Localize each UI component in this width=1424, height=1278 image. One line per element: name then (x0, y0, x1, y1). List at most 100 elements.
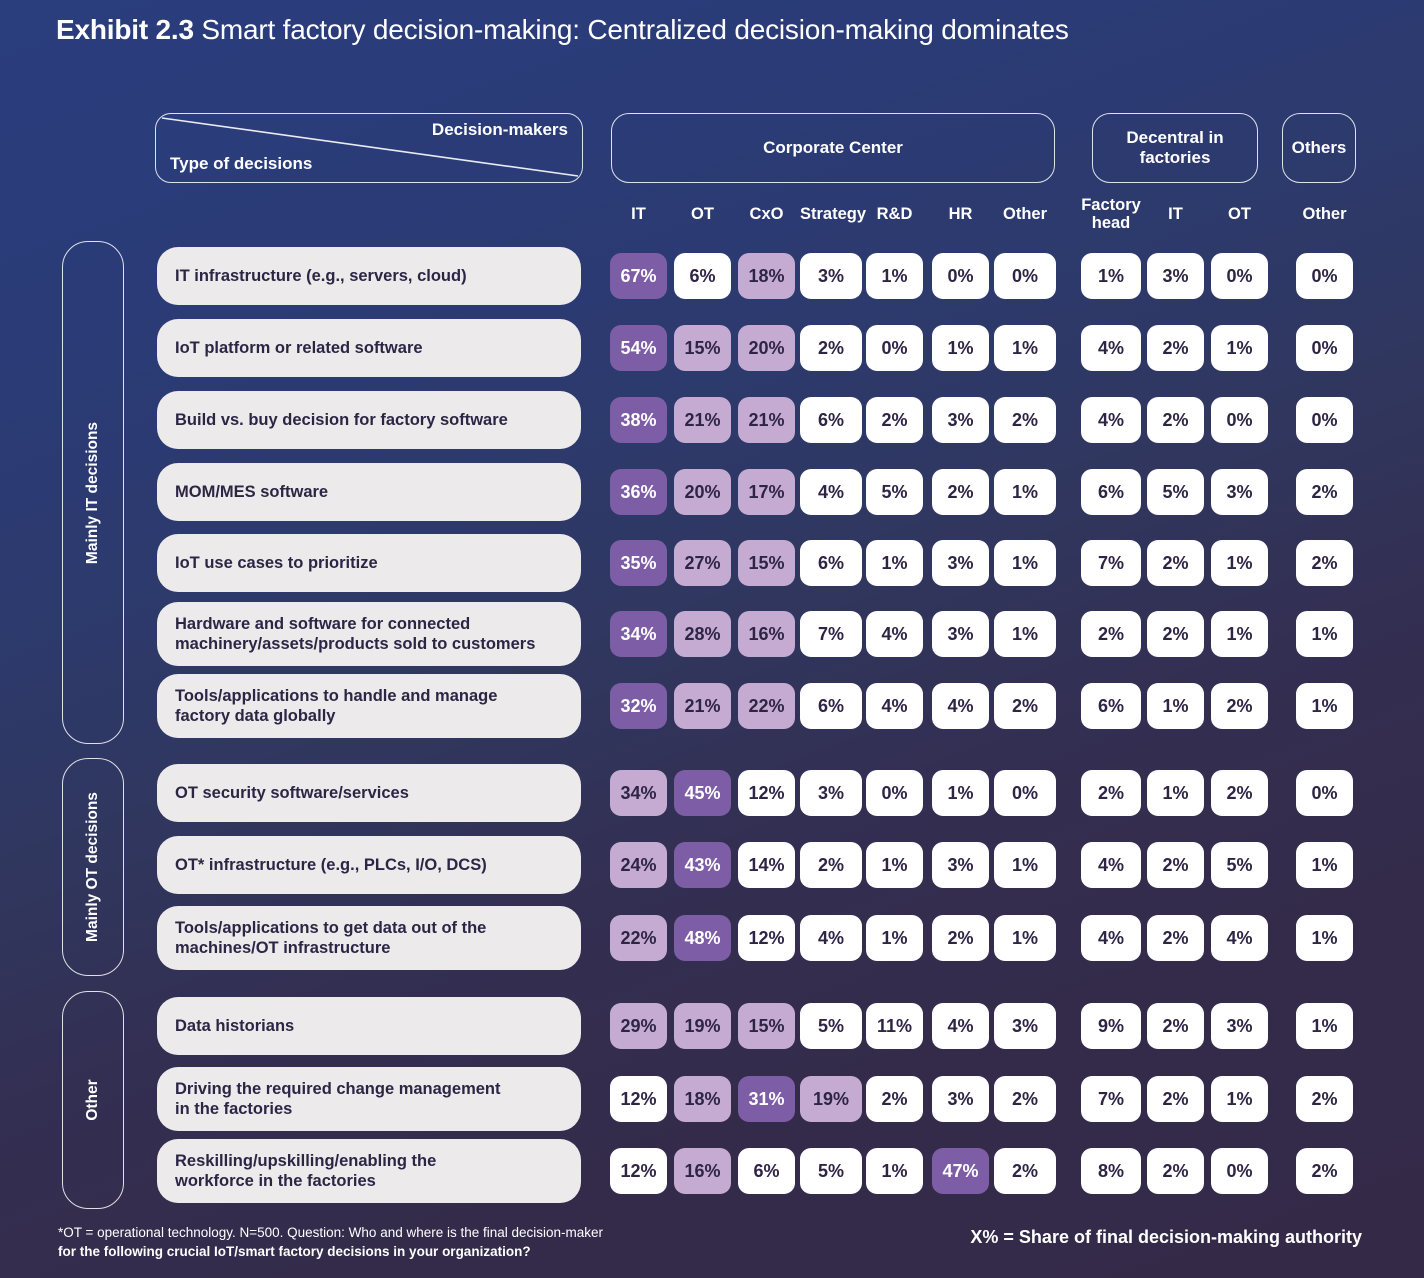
data-cell: 1% (1081, 253, 1141, 299)
data-cell: 19% (800, 1076, 862, 1122)
decision-makers-label: Decision-makers (431, 120, 568, 139)
row-label-text: IoT use cases to prioritize (175, 553, 378, 572)
data-cell: 2% (994, 397, 1056, 443)
row-label-text: Driving the required change management in… (175, 1079, 501, 1118)
data-cell: 4% (1081, 325, 1141, 371)
data-cell: 21% (674, 683, 731, 729)
data-cell: 0% (866, 770, 923, 816)
row-label[interactable]: IT infrastructure (e.g., servers, cloud) (157, 247, 581, 305)
data-cell: 1% (1296, 611, 1353, 657)
column-header-o_other: Other (1302, 205, 1347, 223)
data-cell: 3% (800, 253, 862, 299)
data-cell: 1% (1296, 683, 1353, 729)
group-header-decentral-label: Decentral in factories (1126, 128, 1223, 167)
column-header-cc_rnd: R&D (876, 205, 913, 223)
data-cell: 19% (674, 1003, 731, 1049)
data-cell: 1% (1296, 915, 1353, 961)
data-cell: 27% (674, 540, 731, 586)
data-cell: 0% (866, 325, 923, 371)
data-cell: 2% (1147, 325, 1204, 371)
data-cell: 3% (932, 611, 989, 657)
data-cell: 1% (994, 611, 1056, 657)
data-cell: 7% (1081, 1076, 1141, 1122)
page-title: Exhibit 2.3 Smart factory decision-makin… (56, 14, 1069, 46)
data-cell: 2% (932, 915, 989, 961)
footnote-source: *OT = operational technology. N=500. Que… (58, 1223, 603, 1262)
data-cell: 2% (800, 325, 862, 371)
row-label[interactable]: Driving the required change management in… (157, 1067, 581, 1131)
data-cell: 1% (932, 325, 989, 371)
row-label[interactable]: MOM/MES software (157, 463, 581, 521)
row-label[interactable]: Build vs. buy decision for factory softw… (157, 391, 581, 449)
data-cell: 0% (1296, 253, 1353, 299)
data-cell: 1% (994, 915, 1056, 961)
data-cell: 1% (866, 253, 923, 299)
row-group-label-mainly-ot: Mainly OT decisions (84, 792, 101, 942)
data-cell: 35% (610, 540, 667, 586)
data-cell: 0% (1296, 770, 1353, 816)
data-cell: 6% (1081, 469, 1141, 515)
row-label[interactable]: Hardware and software for connected machi… (157, 602, 581, 666)
data-cell: 2% (1147, 540, 1204, 586)
data-cell: 48% (674, 915, 731, 961)
data-cell: 12% (738, 770, 795, 816)
row-label-text: Tools/applications to handle and manage f… (175, 686, 498, 725)
data-cell: 4% (1081, 842, 1141, 888)
data-cell: 2% (866, 1076, 923, 1122)
data-cell: 2% (1147, 1076, 1204, 1122)
row-label[interactable]: IoT platform or related software (157, 319, 581, 377)
data-cell: 0% (1211, 253, 1268, 299)
data-cell: 47% (932, 1148, 989, 1194)
data-cell: 32% (610, 683, 667, 729)
row-label-text: IoT platform or related software (175, 338, 423, 357)
data-cell: 28% (674, 611, 731, 657)
data-cell: 0% (994, 770, 1056, 816)
data-cell: 16% (674, 1148, 731, 1194)
data-cell: 12% (610, 1076, 667, 1122)
data-cell: 4% (1081, 915, 1141, 961)
row-label-text: IT infrastructure (e.g., servers, cloud) (175, 266, 467, 285)
data-cell: 29% (610, 1003, 667, 1049)
data-cell: 38% (610, 397, 667, 443)
row-label[interactable]: IoT use cases to prioritize (157, 534, 581, 592)
data-cell: 2% (866, 397, 923, 443)
data-cell: 20% (674, 469, 731, 515)
row-label-text: Hardware and software for connected machi… (175, 614, 536, 653)
data-cell: 1% (994, 469, 1056, 515)
data-cell: 0% (1296, 397, 1353, 443)
column-header-cc_hr: HR (948, 205, 973, 223)
row-label[interactable]: Tools/applications to get data out of th… (157, 906, 581, 970)
data-cell: 20% (738, 325, 795, 371)
row-label-text: OT security software/services (175, 783, 409, 802)
data-cell: 3% (932, 842, 989, 888)
data-cell: 1% (994, 325, 1056, 371)
data-cell: 31% (738, 1076, 795, 1122)
data-cell: 2% (1147, 1148, 1204, 1194)
group-header-others: Others (1282, 113, 1356, 183)
column-header-cc_cxo: CxO (749, 205, 784, 223)
data-cell: 3% (994, 1003, 1056, 1049)
data-cell: 1% (866, 540, 923, 586)
data-cell: 1% (1296, 842, 1353, 888)
row-label[interactable]: OT security software/services (157, 764, 581, 822)
row-label[interactable]: OT* infrastructure (e.g., PLCs, I/O, DCS… (157, 836, 581, 894)
data-cell: 2% (1081, 611, 1141, 657)
group-header-decentral-line2: factories (1139, 148, 1211, 167)
data-cell: 3% (932, 540, 989, 586)
row-label[interactable]: Reskilling/upskilling/enabling the workfo… (157, 1139, 581, 1203)
data-cell: 5% (800, 1148, 862, 1194)
data-cell: 21% (674, 397, 731, 443)
data-cell: 1% (932, 770, 989, 816)
data-cell: 43% (674, 842, 731, 888)
row-label[interactable]: Data historians (157, 997, 581, 1055)
group-header-others-label: Others (1291, 138, 1347, 158)
data-cell: 6% (800, 683, 862, 729)
row-label-text: Tools/applications to get data out of th… (175, 918, 487, 957)
row-label[interactable]: Tools/applications to handle and manage f… (157, 674, 581, 738)
data-cell: 0% (994, 253, 1056, 299)
data-cell: 16% (738, 611, 795, 657)
data-cell: 0% (1296, 325, 1353, 371)
data-cell: 6% (674, 253, 731, 299)
data-cell: 3% (1211, 1003, 1268, 1049)
column-header-cc_ot: OT (691, 205, 714, 223)
